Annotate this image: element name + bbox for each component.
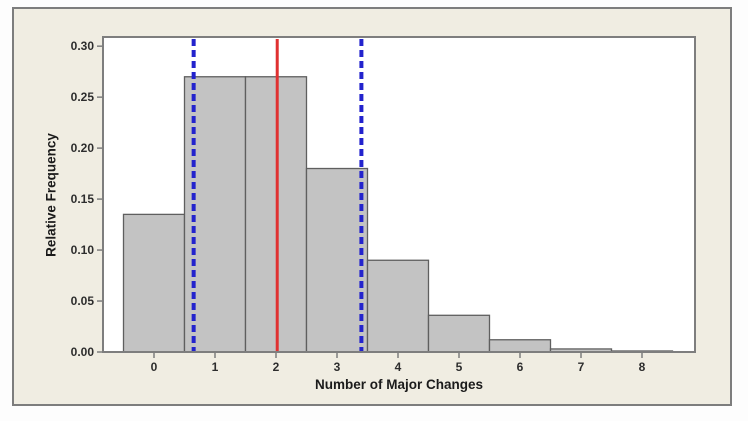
y-tick-label: 0.25 bbox=[71, 90, 95, 104]
y-tick-label: 0.20 bbox=[71, 141, 95, 155]
reference-lines bbox=[191, 39, 364, 351]
x-tick-label: 2 bbox=[273, 360, 280, 374]
x-tick-label: 7 bbox=[578, 360, 585, 374]
x-tick-label: 4 bbox=[395, 360, 402, 374]
histogram-bar bbox=[305, 167, 369, 353]
x-tick-label: 6 bbox=[517, 360, 524, 374]
histogram-bar bbox=[427, 314, 491, 353]
axes-ticks: 0.00 0.05 0.10 0.15 0.20 0.25 0.30 0 1 2 3 4 5 6 7 8 bbox=[71, 39, 646, 374]
histogram-bar bbox=[488, 339, 552, 353]
x-axis-title: Number of Major Changes bbox=[315, 377, 483, 392]
y-tick-label: 0.05 bbox=[71, 294, 95, 308]
plot-border bbox=[102, 36, 696, 353]
histogram-bar bbox=[366, 259, 430, 353]
x-tick-label: 3 bbox=[334, 360, 341, 374]
x-tick-label: 5 bbox=[456, 360, 463, 374]
x-tick-label: 8 bbox=[639, 360, 646, 374]
y-tick-label: 0.00 bbox=[71, 345, 95, 359]
y-tick-label: 0.15 bbox=[71, 192, 95, 206]
histogram-bar bbox=[122, 213, 186, 353]
x-tick-label: 1 bbox=[212, 360, 219, 374]
y-axis-title: Relative Frequency bbox=[44, 133, 59, 257]
y-tick-label: 0.30 bbox=[71, 39, 95, 53]
y-tick-label: 0.10 bbox=[71, 243, 95, 257]
x-tick-label: 0 bbox=[151, 360, 158, 374]
